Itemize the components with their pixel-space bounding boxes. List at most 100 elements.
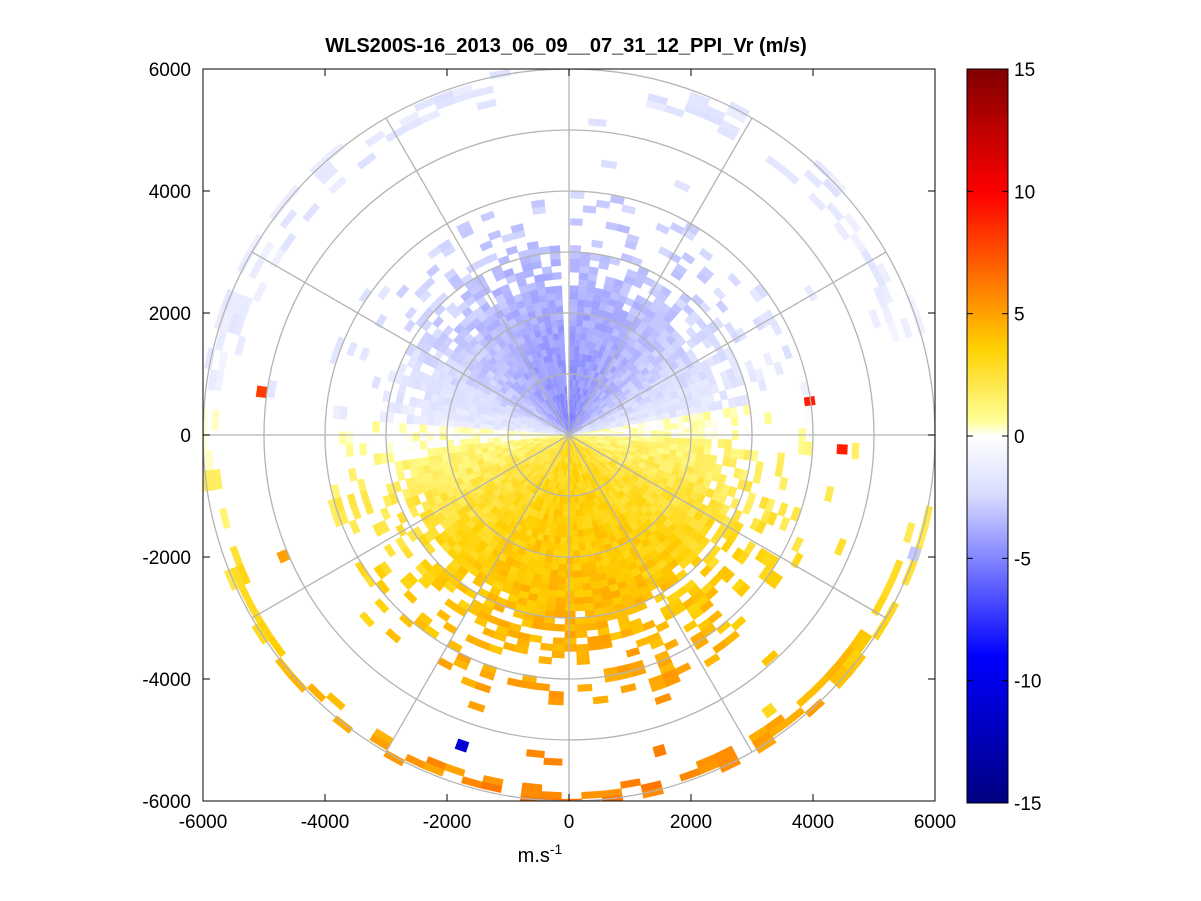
velocity-cell xyxy=(736,582,751,598)
velocity-cell xyxy=(583,306,592,315)
velocity-cell xyxy=(696,445,705,455)
y-axis: 6000 4000 2000 0 -2000 -4000 -6000 xyxy=(142,60,935,813)
velocity-cell xyxy=(569,365,574,374)
velocity-cell xyxy=(328,175,348,195)
velocity-cell xyxy=(681,251,696,265)
velocity-cell xyxy=(404,306,418,320)
velocity-cell xyxy=(663,442,672,450)
velocity-cell xyxy=(714,400,724,411)
velocity-cell xyxy=(804,441,813,456)
velocity-cell xyxy=(555,603,566,612)
velocity-cell xyxy=(569,352,575,360)
velocity-cell xyxy=(540,642,554,652)
velocity-cell xyxy=(542,622,555,632)
velocity-cell xyxy=(573,359,579,367)
velocity-cell xyxy=(510,223,525,234)
velocity-cell xyxy=(808,192,827,212)
velocity-cell xyxy=(557,570,567,578)
velocity-cell xyxy=(555,597,566,605)
x-tick-label: 4000 xyxy=(792,812,834,833)
velocity-cell xyxy=(743,540,757,556)
velocity-cell xyxy=(721,569,736,584)
colorbar-tick-label: 0 xyxy=(1014,427,1025,448)
velocity-cell xyxy=(738,424,746,436)
velocity-cell xyxy=(565,470,569,478)
velocity-cell xyxy=(723,447,732,458)
velocity-cell xyxy=(707,609,723,624)
velocity-cell xyxy=(306,683,327,703)
velocity-cell xyxy=(553,623,566,632)
velocity-cell xyxy=(439,432,447,441)
velocity-cell xyxy=(426,424,434,434)
velocity-cell xyxy=(459,427,467,434)
velocity-cell xyxy=(566,557,574,565)
velocity-cell xyxy=(459,439,468,446)
velocity-cell xyxy=(555,529,562,538)
velocity-cell xyxy=(460,415,469,423)
velocity-cell xyxy=(424,625,440,639)
velocity-cell xyxy=(566,530,573,538)
colorbar-tick-label: -10 xyxy=(1014,672,1041,693)
velocity-cell xyxy=(572,530,579,538)
velocity-cell xyxy=(847,652,867,674)
velocity-cell xyxy=(552,644,565,652)
velocity-cell xyxy=(345,431,353,445)
velocity-cell xyxy=(579,265,590,274)
velocity-cell xyxy=(564,624,577,632)
velocity-cell xyxy=(703,418,712,428)
velocity-cell xyxy=(493,429,501,435)
colorbar-tick-label: 15 xyxy=(1014,60,1035,81)
velocity-cell xyxy=(584,299,593,308)
velocity-cell xyxy=(578,542,587,551)
velocity-cell xyxy=(377,285,392,301)
velocity-cell xyxy=(703,446,712,456)
velocity-cell xyxy=(549,528,557,537)
velocity-cell xyxy=(480,781,503,793)
velocity-cell xyxy=(591,239,604,249)
velocity-cell xyxy=(453,445,462,453)
velocity-cell xyxy=(547,542,555,551)
velocity-cell xyxy=(763,309,777,325)
velocity-cell xyxy=(569,332,576,340)
velocity-cell xyxy=(550,562,560,571)
velocity-cell xyxy=(763,412,773,425)
velocity-cell xyxy=(564,631,577,639)
velocity-cell xyxy=(533,273,545,283)
velocity-cell xyxy=(644,436,652,443)
velocity-cell xyxy=(637,440,645,446)
velocity-cell xyxy=(443,580,457,594)
velocity-cell xyxy=(579,339,586,348)
velocity-cell xyxy=(670,437,679,445)
velocity-cell xyxy=(803,395,816,407)
velocity-cell xyxy=(675,449,685,458)
y-tick-label: -2000 xyxy=(142,548,191,569)
velocity-cell xyxy=(555,305,564,314)
velocity-cell xyxy=(903,521,916,544)
velocity-cell xyxy=(556,583,567,592)
velocity-cell xyxy=(346,341,358,357)
velocity-cell xyxy=(576,299,586,307)
velocity-cell xyxy=(345,443,354,458)
velocity-cell xyxy=(669,449,678,457)
velocity-cell xyxy=(499,429,508,435)
velocity-cell xyxy=(704,438,712,448)
velocity-cell xyxy=(439,418,448,427)
velocity-cell xyxy=(843,212,862,234)
azimuth-spoke xyxy=(568,434,887,619)
velocity-cell xyxy=(657,246,672,258)
velocity-cell xyxy=(700,265,715,280)
velocity-cell xyxy=(630,666,647,678)
velocity-cell xyxy=(573,556,581,565)
velocity-cell xyxy=(703,653,721,668)
velocity-cell xyxy=(533,432,541,435)
velocity-cell xyxy=(773,361,784,376)
velocity-cell xyxy=(493,425,501,431)
velocity-cell xyxy=(279,208,298,230)
velocity-cell xyxy=(513,430,521,435)
velocity-cell xyxy=(824,485,835,503)
velocity-cell xyxy=(530,199,546,209)
velocity-cell xyxy=(372,421,380,433)
velocity-cell xyxy=(637,436,645,442)
velocity-cell xyxy=(569,325,577,333)
velocity-cell xyxy=(565,584,575,592)
